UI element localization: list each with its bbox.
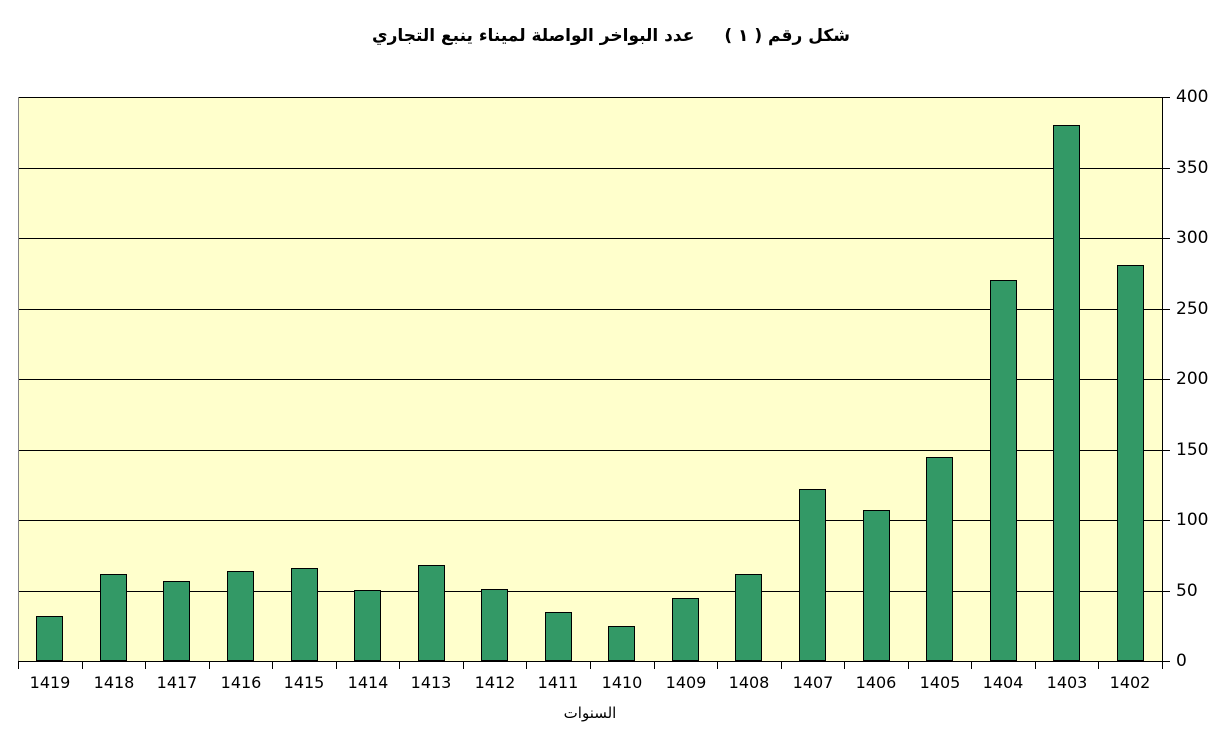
bar-1408: [735, 574, 762, 661]
y-tick-0: [1162, 661, 1170, 662]
bar-1406: [863, 510, 890, 661]
gridline-250: [18, 309, 1162, 310]
gridline-50: [18, 591, 1162, 592]
y-tick-label-350: 350: [1176, 158, 1209, 178]
gridline-200: [18, 379, 1162, 380]
x-tick-10: [654, 662, 655, 669]
bar-1402: [1117, 265, 1144, 661]
x-category-label-1414: 1414: [347, 673, 389, 692]
x-tick-11: [717, 662, 718, 669]
bar-1414: [354, 590, 381, 661]
gridline-100: [18, 520, 1162, 521]
bar-1419: [36, 616, 63, 661]
bar-1411: [545, 612, 572, 661]
gridline-300: [18, 238, 1162, 239]
y-tick-250: [1162, 309, 1170, 310]
x-tick-9: [590, 662, 591, 669]
x-category-label-1405: 1405: [919, 673, 961, 692]
y-tick-300: [1162, 238, 1170, 239]
x-tick-16: [1035, 662, 1036, 669]
bar-1412: [481, 589, 508, 661]
x-tick-1: [82, 662, 83, 669]
bar-1405: [926, 457, 953, 661]
x-tick-18: [1162, 662, 1163, 669]
y-tick-400: [1162, 97, 1170, 98]
gridline-400: [18, 97, 1162, 98]
x-category-label-1415: 1415: [283, 673, 325, 692]
bar-1403: [1053, 125, 1080, 661]
chart-title-figure-label: شكل رقم ( ١ ): [724, 26, 850, 46]
x-axis-title: السنوات: [563, 704, 617, 722]
y-tick-label-400: 400: [1176, 87, 1209, 107]
x-tick-0: [18, 662, 19, 669]
x-tick-2: [145, 662, 146, 669]
y-tick-label-50: 50: [1176, 581, 1198, 601]
x-tick-3: [209, 662, 210, 669]
y-tick-150: [1162, 450, 1170, 451]
x-tick-12: [781, 662, 782, 669]
y-tick-label-100: 100: [1176, 510, 1209, 530]
x-category-label-1412: 1412: [474, 673, 516, 692]
x-category-label-1417: 1417: [156, 673, 198, 692]
bar-1413: [418, 565, 445, 661]
x-tick-5: [336, 662, 337, 669]
x-category-label-1408: 1408: [728, 673, 770, 692]
bar-1416: [227, 571, 254, 661]
y-tick-label-150: 150: [1176, 440, 1209, 460]
x-tick-4: [272, 662, 273, 669]
plot-border-left: [18, 97, 19, 661]
x-axis-line: [18, 661, 1163, 662]
plot-area: 0 50 100 150 200 250 300 350 400 1419 1418 1417 1416…: [18, 88, 1208, 692]
x-tick-7: [463, 662, 464, 669]
x-category-label-1409: 1409: [665, 673, 707, 692]
x-category-label-1419: 1419: [29, 673, 71, 692]
chart-title-text: عدد البواخر الواصلة لميناء ينبع التجاري: [371, 26, 695, 46]
bar-1409: [672, 598, 699, 661]
y-tick-50: [1162, 591, 1170, 592]
gridline-350: [18, 168, 1162, 169]
y-tick-label-200: 200: [1176, 369, 1209, 389]
x-category-label-1418: 1418: [93, 673, 135, 692]
y-tick-label-250: 250: [1176, 299, 1209, 319]
x-category-label-1404: 1404: [982, 673, 1024, 692]
y-tick-350: [1162, 168, 1170, 169]
chart-title: شكل رقم ( ١ ) عدد البواخر الواصلة لميناء …: [0, 26, 1222, 46]
bar-1415: [291, 568, 318, 661]
y-tick-label-300: 300: [1176, 228, 1209, 248]
x-tick-13: [844, 662, 845, 669]
x-tick-8: [526, 662, 527, 669]
bar-1418: [100, 574, 127, 661]
bar-1404: [990, 280, 1017, 661]
x-category-label-1402: 1402: [1109, 673, 1151, 692]
x-tick-15: [971, 662, 972, 669]
x-category-label-1403: 1403: [1046, 673, 1088, 692]
x-category-label-1413: 1413: [410, 673, 452, 692]
y-tick-200: [1162, 379, 1170, 380]
x-category-label-1407: 1407: [792, 673, 834, 692]
x-tick-17: [1098, 662, 1099, 669]
x-category-label-1416: 1416: [220, 673, 262, 692]
gridline-150: [18, 450, 1162, 451]
x-category-label-1410: 1410: [601, 673, 643, 692]
x-category-label-1411: 1411: [537, 673, 579, 692]
x-tick-6: [399, 662, 400, 669]
bar-1417: [163, 581, 190, 661]
x-tick-14: [908, 662, 909, 669]
x-category-label-1406: 1406: [855, 673, 897, 692]
bar-1410: [608, 626, 635, 661]
y-tick-label-0: 0: [1176, 651, 1187, 671]
bar-1407: [799, 489, 826, 661]
y-tick-100: [1162, 520, 1170, 521]
